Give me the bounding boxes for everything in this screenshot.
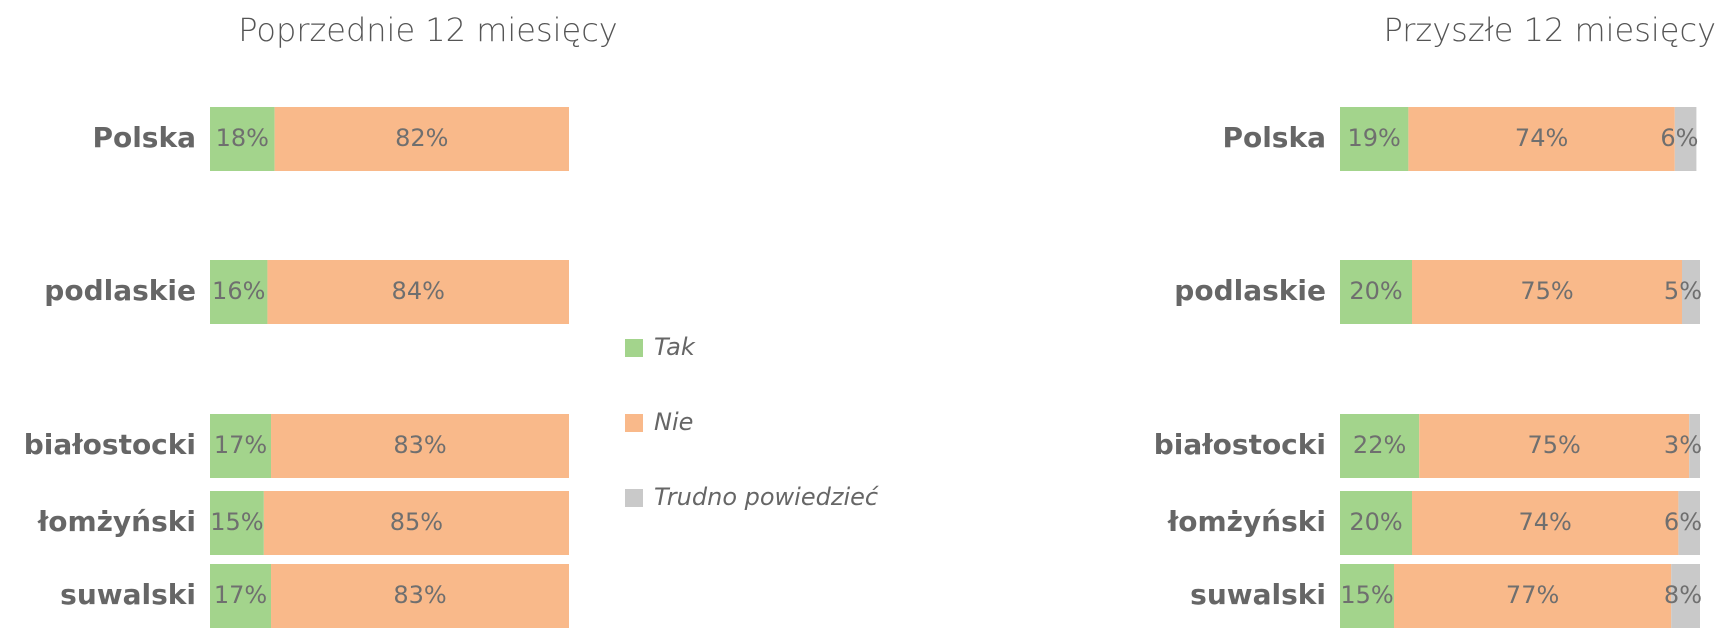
value-label: 6% [1664, 508, 1702, 536]
bar-segment [1674, 107, 1697, 171]
value-label: 75% [1520, 277, 1573, 305]
value-label: 82% [395, 124, 448, 152]
bar-segment [263, 491, 569, 555]
bar-segment [210, 107, 275, 171]
bar-segment [267, 260, 569, 324]
legend-label: Nie [654, 408, 693, 436]
legend-swatch [625, 414, 643, 432]
bar-segment [1340, 107, 1409, 171]
category-label: białostocki [1154, 428, 1326, 461]
bar-segment [1689, 414, 1700, 478]
bar-segment [1340, 564, 1394, 628]
value-label: 83% [393, 431, 446, 459]
bar-segment [271, 564, 569, 628]
value-label: 5% [1664, 277, 1702, 305]
bar-segment [271, 414, 569, 478]
bar-segment [1678, 491, 1700, 555]
value-label: 8% [1664, 581, 1702, 609]
value-label: 15% [210, 508, 263, 536]
bar-segment [1682, 260, 1700, 324]
value-label: 20% [1349, 508, 1402, 536]
bar-segment [210, 564, 272, 628]
bar-segment [1408, 107, 1675, 171]
value-label: 15% [1340, 581, 1393, 609]
bar-segment [1340, 414, 1420, 478]
bar-segment [274, 107, 569, 171]
value-label: 75% [1528, 431, 1581, 459]
bar-segment [1412, 491, 1679, 555]
bar-segment [1340, 491, 1412, 555]
value-label: 16% [212, 277, 265, 305]
value-label: 22% [1353, 431, 1406, 459]
chart-title: Przyszłe 12 miesięcy [1384, 11, 1716, 49]
legend-swatch [625, 489, 643, 507]
chart-title: Poprzednie 12 miesięcy [238, 11, 617, 49]
bar-segment [1671, 564, 1700, 628]
category-label: podlaskie [1174, 274, 1326, 307]
value-label: 84% [392, 277, 445, 305]
category-label: łomżyński [37, 505, 196, 538]
value-label: 6% [1660, 124, 1698, 152]
value-label: 74% [1515, 124, 1568, 152]
legend-swatch [625, 339, 643, 357]
category-label: łomżyński [1167, 505, 1326, 538]
value-label: 3% [1664, 431, 1702, 459]
bar-segment [210, 491, 264, 555]
bar-segment [210, 260, 268, 324]
value-label: 20% [1349, 277, 1402, 305]
category-label: suwalski [60, 578, 196, 611]
value-label: 83% [393, 581, 446, 609]
value-label: 18% [216, 124, 269, 152]
bar-segment [1394, 564, 1672, 628]
bar-segment [1419, 414, 1690, 478]
bar-segment [210, 414, 272, 478]
category-label: Polska [92, 121, 196, 154]
value-label: 85% [390, 508, 443, 536]
value-label: 77% [1506, 581, 1559, 609]
bar-segment [1412, 260, 1682, 324]
value-label: 17% [214, 431, 267, 459]
bar-segment [1340, 260, 1412, 324]
legend-label: Tak [654, 333, 696, 361]
category-label: suwalski [1190, 578, 1326, 611]
value-label: 74% [1519, 508, 1572, 536]
category-label: Polska [1222, 121, 1326, 154]
category-label: podlaskie [44, 274, 196, 307]
category-label: białostocki [24, 428, 196, 461]
value-label: 17% [214, 581, 267, 609]
legend-label: Trudno powiedzieć [654, 483, 879, 511]
value-label: 19% [1348, 124, 1401, 152]
